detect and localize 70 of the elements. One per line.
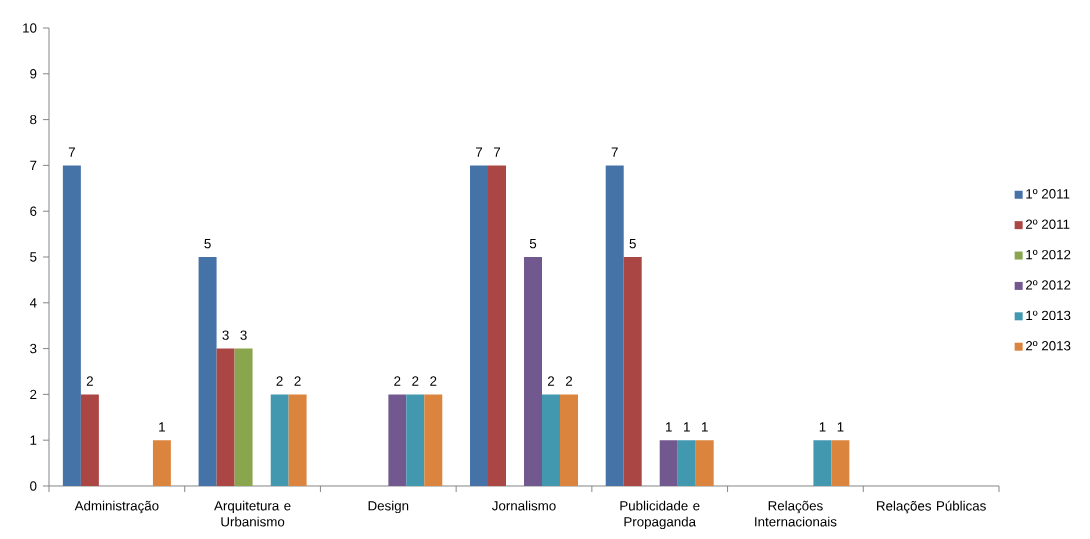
y-tick-label: 5 [30, 252, 37, 262]
data-label: 1 [684, 422, 690, 432]
bar [270, 394, 289, 486]
bar [470, 165, 488, 486]
bar [198, 256, 217, 486]
y-tick-label: 10 [23, 23, 37, 33]
legend-label: 2º 2013 [1025, 341, 1071, 351]
bar [560, 394, 578, 486]
legend-label: 2º 2011 [1025, 219, 1070, 229]
data-label: 1 [159, 422, 165, 432]
x-tick-label: Jornalismo [491, 500, 556, 511]
bar [234, 348, 253, 486]
data-label: 2 [412, 376, 419, 386]
y-tick-label: 1 [30, 435, 37, 445]
y-tick-label: 2 [30, 389, 37, 400]
y-tick-label: 4 [29, 298, 37, 308]
legend-label: 1º 2013 [1026, 310, 1071, 321]
y-tick-label: 9 [30, 69, 37, 79]
data-label: 3 [240, 330, 247, 340]
data-label: 1 [819, 422, 826, 432]
data-label: 2 [430, 376, 437, 386]
data-label: 7 [68, 147, 75, 157]
data-label: 5 [629, 238, 636, 249]
legend-label: 1º 2011 [1026, 189, 1070, 199]
bar [677, 440, 696, 486]
data-label: 1 [837, 422, 844, 432]
data-label: 2 [86, 376, 93, 386]
y-tick-label: 8 [30, 114, 37, 125]
bar [216, 348, 235, 486]
x-tick-label: Relações Públicas [877, 500, 986, 514]
data-label: 2 [294, 376, 301, 386]
bar [542, 394, 560, 486]
bar [424, 394, 443, 486]
legend-label: 1º 2012 [1026, 249, 1071, 260]
data-label: 2 [394, 376, 401, 386]
y-tick-label: 6 [30, 206, 37, 216]
data-label: 2 [547, 376, 555, 386]
bar [406, 394, 425, 486]
data-label: 5 [529, 238, 537, 249]
y-tick-label: 0 [30, 481, 37, 491]
data-label: 1 [666, 422, 672, 432]
x-tick-label: Arquitetura e Urbanismo [214, 500, 291, 527]
x-tick-label: Design [368, 500, 409, 514]
x-tick-label: Publicidade e Propaganda [620, 500, 700, 530]
bar [623, 256, 642, 486]
data-label: 7 [493, 147, 501, 157]
bar [831, 440, 850, 486]
bar [605, 165, 624, 486]
data-label: 3 [222, 330, 229, 340]
bar [388, 394, 407, 486]
x-tick-label: Relações Internacionais [755, 500, 837, 527]
bar [488, 165, 506, 486]
data-label: 2 [565, 376, 573, 386]
bar [659, 440, 678, 486]
data-label: 7 [475, 147, 483, 157]
data-label: 7 [611, 147, 618, 157]
data-label: 1 [702, 422, 708, 432]
bar [62, 165, 81, 486]
bar [80, 394, 99, 486]
legend-label: 2º 2012 [1025, 280, 1071, 290]
x-tick-label: Administração [74, 500, 159, 514]
y-tick-label: 7 [30, 160, 37, 170]
bar [524, 256, 542, 486]
bar [152, 440, 171, 486]
data-label: 5 [204, 238, 211, 249]
data-label: 2 [276, 376, 283, 386]
bar [695, 440, 714, 486]
bar [813, 440, 832, 486]
y-tick-label: 3 [30, 343, 37, 354]
bar [288, 394, 307, 486]
